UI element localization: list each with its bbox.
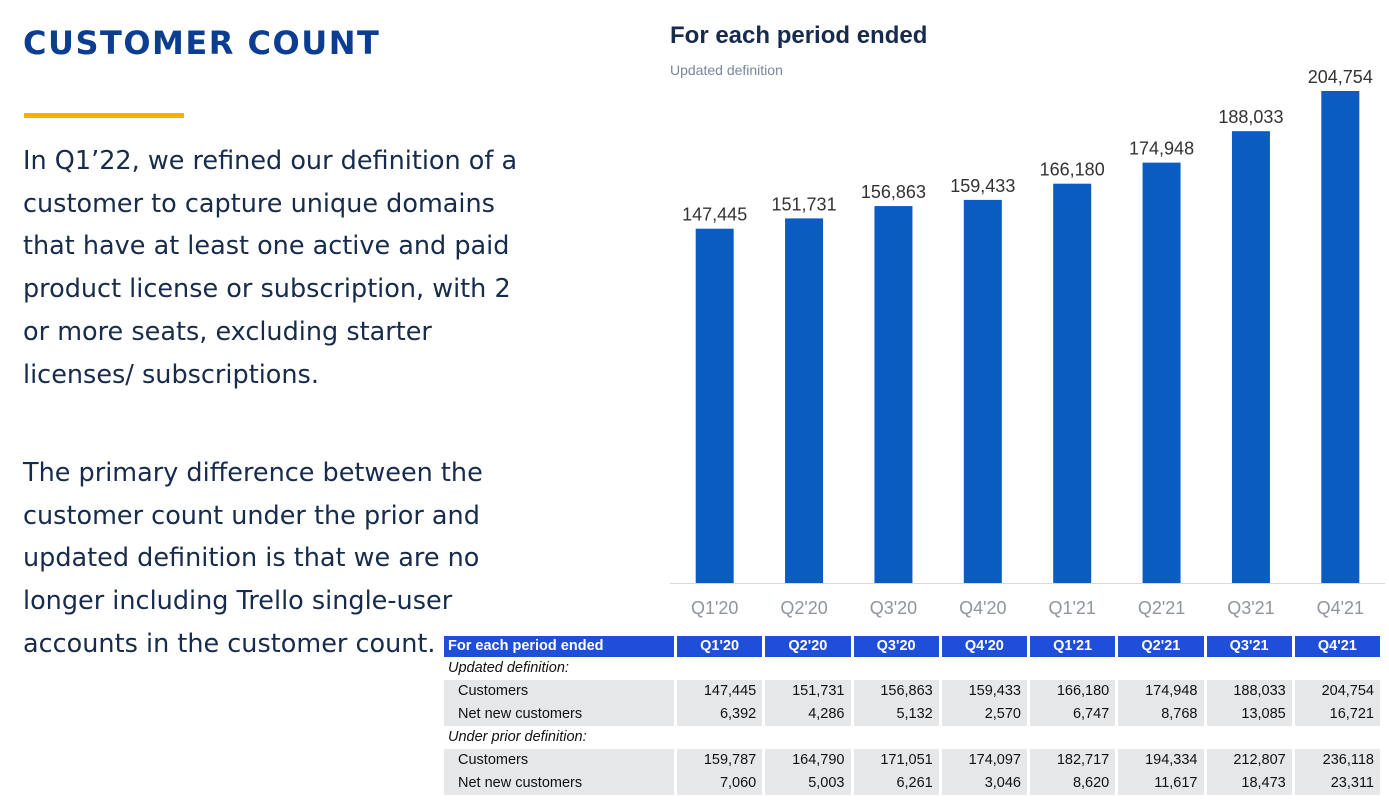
bar-5 — [1142, 162, 1181, 583]
table-cell: 204,754 — [1294, 680, 1380, 703]
chart-subtitle: Updated definition — [670, 62, 783, 78]
table-header-q2-20: Q2'20 — [765, 636, 851, 657]
table-cell: 156,863 — [853, 680, 939, 703]
bar-7 — [1321, 91, 1360, 583]
table-header-q1-21: Q1'21 — [1030, 636, 1116, 657]
bar-4 — [1053, 183, 1092, 583]
bar-6 — [1231, 131, 1270, 583]
bar-value-label: 156,863 — [861, 182, 926, 202]
table-cell: 6,747 — [1030, 703, 1116, 726]
table-cell: 8,768 — [1118, 703, 1204, 726]
bar-value-label: 159,433 — [950, 176, 1015, 196]
table-cell: 4,286 — [765, 703, 851, 726]
table-cell: 5,003 — [765, 772, 851, 795]
table-header-q4-20: Q4'20 — [941, 636, 1027, 657]
table-cell: 182,717 — [1030, 749, 1116, 772]
accent-rule — [24, 113, 184, 118]
x-tick-label: Q4'20 — [959, 598, 1006, 618]
bar-value-label: 174,948 — [1129, 139, 1194, 159]
table-cell: 147,445 — [677, 680, 763, 703]
table-cell: 164,790 — [765, 749, 851, 772]
table-row-label: Net new customers — [444, 772, 674, 795]
table-cell: 6,261 — [853, 772, 939, 795]
table-cell: 151,731 — [765, 680, 851, 703]
customer-count-bar-chart: 147,445 Q1'20 151,731 Q2'20 156,863 Q3'20 159,… — [670, 67, 1385, 618]
bar-value-label: 204,754 — [1308, 67, 1373, 87]
table-cell: 11,617 — [1118, 772, 1204, 795]
bar-value-label: 188,033 — [1218, 107, 1283, 127]
x-tick-label: Q1'20 — [691, 598, 738, 618]
table-cell: 236,118 — [1294, 749, 1380, 772]
table-header-q2-21: Q2'21 — [1118, 636, 1204, 657]
table-cell: 13,085 — [1206, 703, 1292, 726]
table-cell: 194,334 — [1118, 749, 1204, 772]
table-section-row: Under prior definition: — [444, 726, 1380, 749]
table-section-title: Under prior definition: — [444, 726, 1380, 749]
table-cell: 7,060 — [677, 772, 763, 795]
table-cell: 8,620 — [1030, 772, 1116, 795]
chart-title: For each period ended — [670, 22, 928, 49]
table-header-q3-20: Q3'20 — [853, 636, 939, 657]
table-cell: 3,046 — [941, 772, 1027, 795]
bar-3 — [963, 199, 1002, 584]
table-cell: 16,721 — [1294, 703, 1380, 726]
bar-value-label: 147,445 — [682, 205, 747, 225]
table-cell: 5,132 — [853, 703, 939, 726]
table-row-label: Customers — [444, 749, 674, 772]
bar-0 — [695, 228, 734, 583]
table-cell: 6,392 — [677, 703, 763, 726]
table-row-label: Net new customers — [444, 703, 674, 726]
table-cell: 188,033 — [1206, 680, 1292, 703]
table-row-label: Customers — [444, 680, 674, 703]
table-cell: 2,570 — [941, 703, 1027, 726]
table-cell: 174,948 — [1118, 680, 1204, 703]
x-tick-label: Q4'21 — [1317, 598, 1364, 618]
x-tick-label: Q2'20 — [780, 598, 827, 618]
table-cell: 18,473 — [1206, 772, 1292, 795]
table-cell: 159,787 — [677, 749, 763, 772]
table-row: Net new customers 7,060 5,003 6,261 3,046 8,6… — [444, 772, 1380, 795]
table-cell: 159,433 — [941, 680, 1027, 703]
table-cell: 166,180 — [1030, 680, 1116, 703]
table-header-q1-20: Q1'20 — [677, 636, 763, 657]
table-cell: 212,807 — [1206, 749, 1292, 772]
x-tick-label: Q3'21 — [1227, 598, 1274, 618]
bar-2 — [874, 206, 913, 584]
page-title: CUSTOMER COUNT — [23, 24, 381, 62]
table-header-row: For each period ended Q1'20 Q2'20 Q3'20 … — [444, 636, 1380, 657]
customer-count-table: For each period ended Q1'20 Q2'20 Q3'20 … — [441, 636, 1383, 795]
table-header-q4-21: Q4'21 — [1294, 636, 1380, 657]
x-tick-label: Q1'21 — [1048, 598, 1095, 618]
bar-1 — [785, 218, 824, 584]
table-header-q3-21: Q3'21 — [1206, 636, 1292, 657]
x-tick-label: Q2'21 — [1138, 598, 1185, 618]
table-section-title: Updated definition: — [444, 657, 1380, 680]
table-cell: 174,097 — [941, 749, 1027, 772]
table-row: Customers 159,787 164,790 171,051 174,097 182… — [444, 749, 1380, 772]
bar-value-label: 166,180 — [1040, 160, 1105, 180]
bar-value-label: 151,731 — [772, 194, 837, 214]
table-cell: 23,311 — [1294, 772, 1380, 795]
table-row: Net new customers 6,392 4,286 5,132 2,570 6,7… — [444, 703, 1380, 726]
table-header-period: For each period ended — [444, 636, 674, 657]
table-section-row: Updated definition: — [444, 657, 1380, 680]
x-tick-label: Q3'20 — [870, 598, 917, 618]
definition-paragraph: In Q1’22, we refined our definition of a… — [23, 146, 518, 390]
difference-paragraph: The primary difference between the custo… — [23, 458, 483, 659]
table-row: Customers 147,445 151,731 156,863 159,433 166… — [444, 680, 1380, 703]
table-cell: 171,051 — [853, 749, 939, 772]
